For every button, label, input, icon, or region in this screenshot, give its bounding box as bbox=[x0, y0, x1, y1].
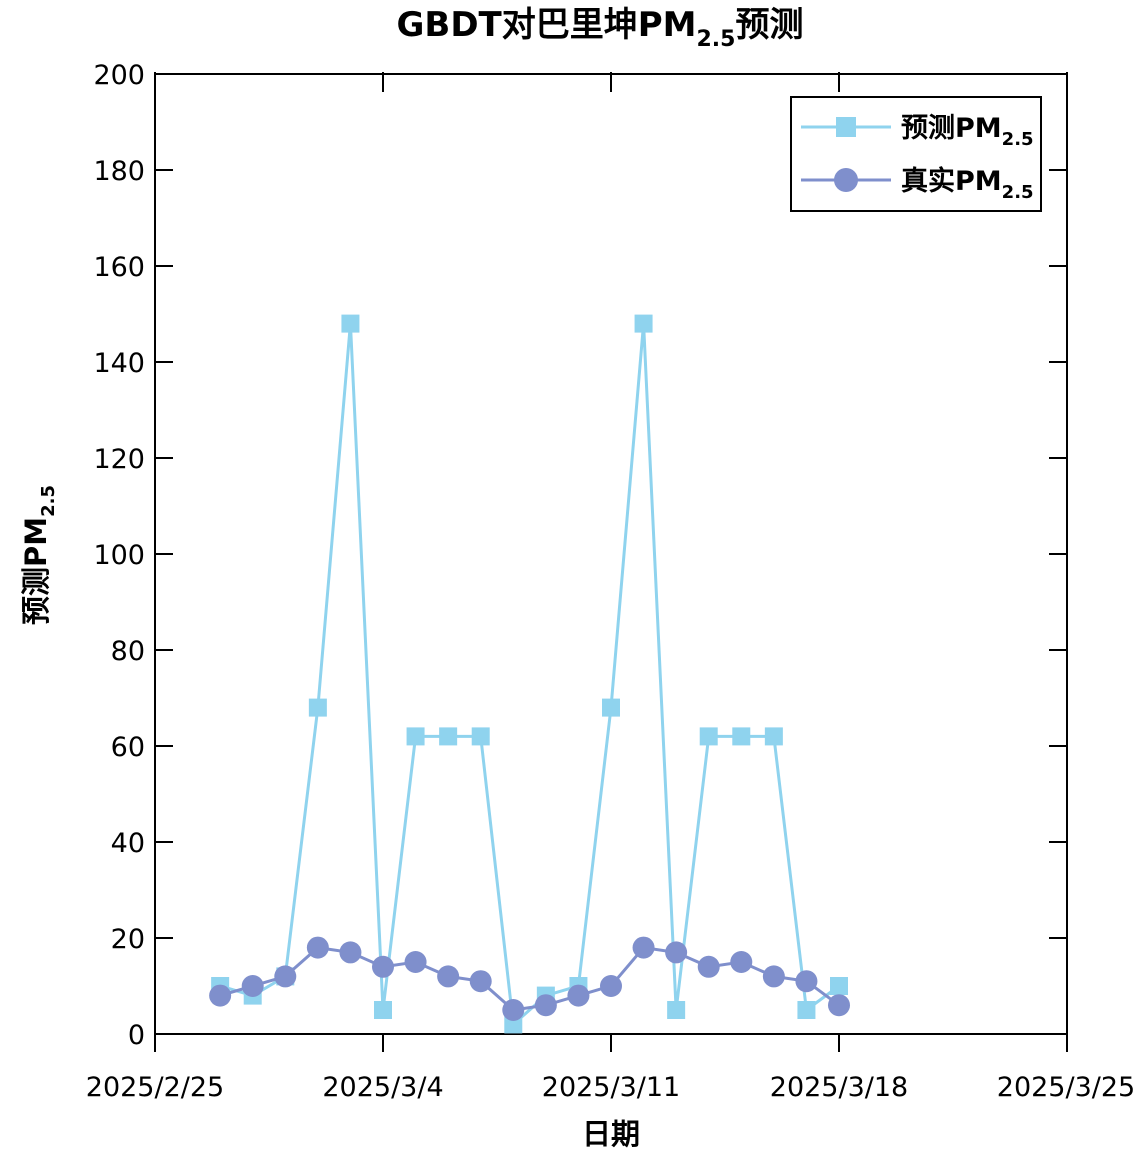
data-point-circle bbox=[209, 984, 232, 1007]
y-tick-label: 20 bbox=[111, 924, 145, 955]
x-tick-label: 2025/3/4 bbox=[322, 1072, 443, 1103]
y-tick-label: 120 bbox=[93, 444, 145, 475]
y-tick-label: 200 bbox=[93, 60, 145, 91]
data-point-square bbox=[699, 727, 718, 746]
data-point-square bbox=[341, 314, 360, 333]
chart-title-main: GBDT对巴里坤PM bbox=[397, 5, 697, 45]
data-point-square bbox=[667, 1001, 686, 1019]
legend: 预测PM2.5 真实PM2.5 bbox=[790, 96, 1042, 212]
y-axis-label-main: 预测PM bbox=[19, 517, 53, 625]
data-point-square bbox=[374, 1001, 392, 1019]
data-point-circle bbox=[437, 965, 460, 988]
data-point-square bbox=[406, 727, 425, 746]
data-point-circle bbox=[665, 941, 688, 964]
chart-title: GBDT对巴里坤PM2.5预测 bbox=[397, 5, 804, 52]
legend-marker-predicted bbox=[836, 117, 856, 137]
x-tick-label: 2025/3/25 bbox=[997, 1072, 1135, 1103]
x-tick-label: 2025/2/25 bbox=[86, 1072, 224, 1103]
data-point-circle bbox=[730, 951, 753, 973]
legend-label-predicted-sub: 2.5 bbox=[1002, 129, 1034, 150]
data-point-square bbox=[764, 727, 783, 746]
series-layer bbox=[209, 314, 850, 1034]
legend-marker-actual bbox=[834, 168, 858, 192]
legend-label-predicted-main: 预测PM bbox=[901, 113, 1002, 144]
series-predicted bbox=[211, 314, 848, 1034]
data-point-circle bbox=[241, 975, 264, 997]
data-point-circle bbox=[404, 951, 427, 973]
y-tick-label: 60 bbox=[111, 732, 145, 763]
data-point-circle bbox=[828, 994, 850, 1017]
chart-title-subscript: 2.5 bbox=[697, 27, 736, 52]
data-point-circle bbox=[339, 941, 362, 964]
data-point-square bbox=[830, 977, 848, 995]
data-point-square bbox=[439, 727, 458, 746]
data-point-circle bbox=[372, 955, 394, 978]
data-point-circle bbox=[502, 999, 525, 1021]
x-axis-ticks: 2025/2/25 2025/3/4 2025/3/11 2025/3/18 2025/… bbox=[86, 72, 1135, 1103]
y-tick-label: 40 bbox=[111, 828, 145, 859]
x-tick-label: 2025/3/18 bbox=[770, 1072, 908, 1103]
legend-label-predicted: 预测PM2.5 bbox=[901, 113, 1034, 150]
data-point-square bbox=[602, 698, 620, 717]
data-point-circle bbox=[632, 936, 655, 959]
data-point-circle bbox=[697, 955, 720, 978]
series-line bbox=[219, 323, 840, 1028]
series-actual bbox=[209, 936, 850, 1021]
y-tick-label: 180 bbox=[93, 156, 145, 187]
data-point-square bbox=[797, 1001, 816, 1019]
y-tick-label: 100 bbox=[93, 540, 145, 571]
chart-title-tail: 预测 bbox=[735, 5, 803, 45]
y-tick-label: 140 bbox=[93, 348, 145, 379]
data-point-circle bbox=[762, 965, 785, 988]
plot-frame bbox=[154, 73, 1068, 1035]
data-point-circle bbox=[306, 936, 329, 959]
legend-label-actual: 真实PM2.5 bbox=[901, 165, 1034, 203]
y-axis-label: 预测PM2.5 bbox=[19, 485, 59, 625]
x-axis-label: 日期 bbox=[582, 1117, 640, 1151]
data-point-circle bbox=[567, 984, 590, 1007]
data-point-circle bbox=[600, 975, 622, 997]
y-axis-label-subscript: 2.5 bbox=[38, 485, 59, 517]
y-axis-ticks: 0 20 40 60 80 100 120 140 160 180 200 bbox=[93, 60, 1067, 1051]
data-point-square bbox=[471, 727, 490, 746]
data-point-circle bbox=[795, 970, 818, 993]
data-point-square bbox=[308, 698, 327, 717]
y-tick-label: 160 bbox=[93, 252, 145, 283]
legend-box bbox=[790, 96, 1042, 212]
data-point-circle bbox=[469, 970, 492, 993]
data-point-square bbox=[634, 314, 653, 333]
data-point-circle bbox=[274, 965, 297, 988]
data-point-circle bbox=[534, 994, 557, 1017]
y-tick-label: 80 bbox=[111, 636, 145, 667]
legend-label-actual-main: 真实PM bbox=[901, 165, 1002, 197]
y-tick-label: 0 bbox=[128, 1020, 145, 1051]
x-tick-label: 2025/3/11 bbox=[542, 1072, 680, 1103]
data-point-square bbox=[732, 727, 751, 746]
legend-label-actual-sub: 2.5 bbox=[1002, 182, 1034, 203]
